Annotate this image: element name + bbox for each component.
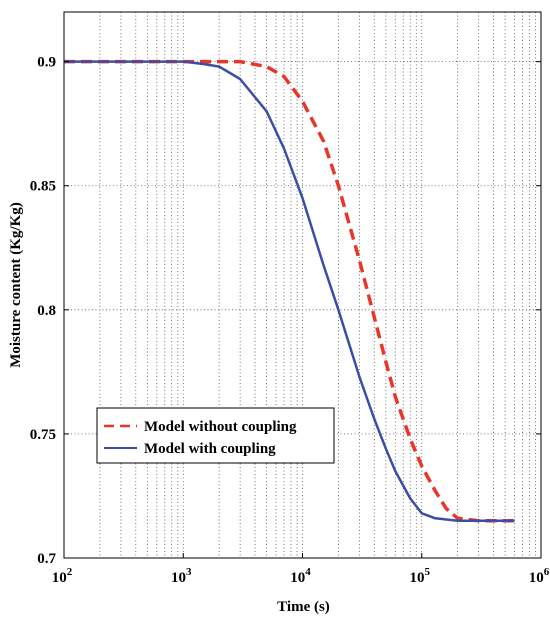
series-line-with-coupling [64,60,515,523]
grid-lines [64,12,541,558]
y-tick-label: 0.9 [37,55,56,71]
legend: Model without coupling Model with coupli… [96,407,335,464]
y-tick-label: 0.8 [37,303,56,319]
legend-box [96,407,335,464]
x-tick-label: 103 [171,566,192,586]
x-tick-label: 106 [529,566,550,586]
x-tick-label: 105 [410,566,431,586]
x-tick-label: 102 [52,566,73,586]
y-tick-label: 0.75 [30,427,56,443]
axis-ticks: 102 103 104 105 106 0.7 0.75 0.8 0.85 0.9 [30,55,550,586]
legend-label-without-coupling: Model without coupling [144,419,297,435]
y-tick-label: 0.85 [30,179,56,195]
y-tick-label: 0.7 [37,551,56,567]
x-tick-label: 104 [290,566,311,586]
legend-label-with-coupling: Model with coupling [144,441,276,457]
y-axis-label: Moisture content (Kg/Kg) [8,202,24,368]
series-line-without-coupling [64,59,515,523]
series-layer [64,59,515,523]
x-axis-label: Time (s) [277,599,330,615]
